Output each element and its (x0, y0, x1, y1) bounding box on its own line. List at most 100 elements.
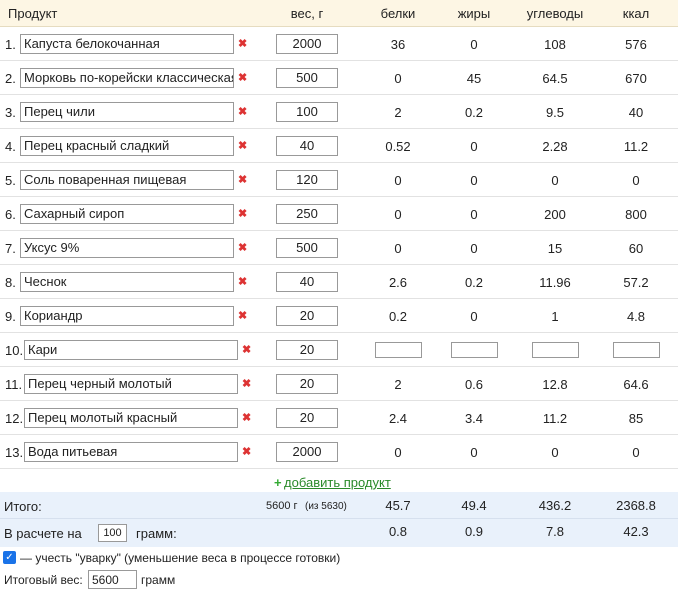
totals-label: Итого: (4, 499, 42, 514)
final-weight-label: Итоговый вес: (4, 573, 83, 587)
nutrient-value: 0 (551, 173, 559, 188)
weight-input[interactable]: 250 (276, 204, 338, 224)
nutrient-input[interactable] (532, 342, 579, 358)
nutrient-value: 2.6 (388, 275, 408, 290)
nutrient-value: 0 (470, 173, 478, 188)
weight-input[interactable]: 500 (276, 238, 338, 258)
remove-button[interactable]: ✖ (238, 310, 248, 322)
nutrient-value: 0 (470, 241, 478, 256)
product-name-input[interactable]: Сахарный сироп (20, 204, 234, 224)
nutrient-value: 2 (394, 105, 402, 120)
row-divider (0, 366, 678, 367)
weight-input[interactable]: 20 (276, 374, 338, 394)
total-value: 436.2 (538, 498, 572, 513)
totals-weight-note: (из 5630) (305, 501, 347, 512)
weight-input[interactable]: 100 (276, 102, 338, 122)
nutrient-value: 670 (625, 71, 647, 86)
product-name-input[interactable]: Вода питьевая (24, 442, 238, 462)
row-number: 13. (5, 445, 24, 460)
product-name-input[interactable]: Капуста белокочанная (20, 34, 234, 54)
nutrient-value: 9.5 (545, 105, 565, 120)
nutrient-value: 11.2 (623, 139, 649, 154)
nutrient-value: 800 (625, 207, 647, 222)
remove-button[interactable]: ✖ (242, 446, 252, 458)
product-name-input[interactable]: Перец черный молотый (24, 374, 238, 394)
weight-input[interactable]: 20 (276, 408, 338, 428)
weight-input[interactable]: 20 (276, 340, 338, 360)
product-name-input[interactable]: Уксус 9% (20, 238, 234, 258)
product-name-input[interactable]: Чеснок (20, 272, 234, 292)
totals-weight: 5600 г (266, 500, 298, 512)
nutrient-value: 0 (632, 445, 640, 460)
boil-checkbox[interactable]: ✓ (3, 551, 16, 564)
nutrient-value: 15 (547, 241, 563, 256)
portion-grams-input[interactable]: 100 (98, 524, 127, 542)
nutrient-value: 0 (394, 71, 402, 86)
row-number: 11. (5, 377, 23, 392)
weight-input[interactable]: 40 (276, 136, 338, 156)
boil-option-label: — учесть "уварку" (уменьшение веса в про… (20, 551, 341, 565)
product-name-input[interactable]: Морковь по-корейски классическая (20, 68, 234, 88)
remove-button[interactable]: ✖ (242, 412, 252, 424)
product-name-input[interactable]: Перец красный сладкий (20, 136, 234, 156)
row-divider (0, 128, 678, 129)
row-number: 10. (5, 343, 24, 358)
nutrient-value: 2.28 (542, 139, 568, 154)
product-name-input[interactable]: Перец чили (20, 102, 234, 122)
nutrient-input[interactable] (375, 342, 422, 358)
total-value: 2368.8 (616, 498, 656, 513)
nutrient-value: 57.2 (623, 275, 649, 290)
portion-value: 42.3 (623, 524, 649, 539)
row-divider (0, 60, 678, 61)
row-divider (0, 264, 678, 265)
nutrient-value: 64.6 (623, 377, 649, 392)
add-product-link[interactable]: добавить продукт + (274, 475, 391, 490)
nutrient-value: 0 (470, 37, 478, 52)
nutrient-value: 11.2 (542, 411, 568, 426)
final-weight-input[interactable]: 5600 (88, 570, 137, 589)
column-header: белки (380, 6, 416, 21)
plus-icon: + (274, 475, 282, 490)
remove-button[interactable]: ✖ (238, 140, 248, 152)
remove-button[interactable]: ✖ (238, 208, 248, 220)
weight-input[interactable]: 120 (276, 170, 338, 190)
remove-button[interactable]: ✖ (238, 276, 248, 288)
weight-input[interactable]: 500 (276, 68, 338, 88)
product-name-input[interactable]: Соль поваренная пищевая (20, 170, 234, 190)
row-number: 3. (5, 105, 16, 120)
column-header: жиры (457, 6, 491, 21)
nutrient-input[interactable] (613, 342, 660, 358)
remove-button[interactable]: ✖ (238, 174, 248, 186)
weight-input[interactable]: 2000 (276, 34, 338, 54)
remove-button[interactable]: ✖ (238, 242, 248, 254)
nutrient-value: 2 (394, 377, 402, 392)
nutrient-value: 11.96 (539, 275, 571, 290)
row-number: 1. (5, 37, 16, 52)
remove-button[interactable]: ✖ (238, 72, 248, 84)
nutrient-value: 40 (628, 105, 644, 120)
nutrient-input[interactable] (451, 342, 498, 358)
remove-button[interactable]: ✖ (242, 344, 252, 356)
row-number: 5. (5, 173, 16, 188)
remove-button[interactable]: ✖ (238, 38, 248, 50)
product-name-input[interactable]: Перец молотый красный (24, 408, 238, 428)
remove-button[interactable]: ✖ (242, 378, 252, 390)
row-divider (0, 332, 678, 333)
product-name-input[interactable]: Кориандр (20, 306, 234, 326)
weight-input[interactable]: 40 (276, 272, 338, 292)
nutrient-value: 64.5 (542, 71, 568, 86)
row-divider (0, 468, 678, 469)
weight-input[interactable]: 20 (276, 306, 338, 326)
product-name-input[interactable]: Кари (24, 340, 238, 360)
weight-input[interactable]: 2000 (276, 442, 338, 462)
row-number: 6. (5, 207, 16, 222)
portion-label-after: грамм: (136, 526, 177, 541)
nutrient-value: 0 (470, 309, 478, 324)
nutrient-value: 0.2 (464, 275, 484, 290)
nutrient-value: 0 (394, 241, 402, 256)
portion-value: 0.8 (388, 524, 408, 539)
row-divider (0, 196, 678, 197)
remove-button[interactable]: ✖ (238, 106, 248, 118)
nutrient-value: 0.6 (464, 377, 484, 392)
